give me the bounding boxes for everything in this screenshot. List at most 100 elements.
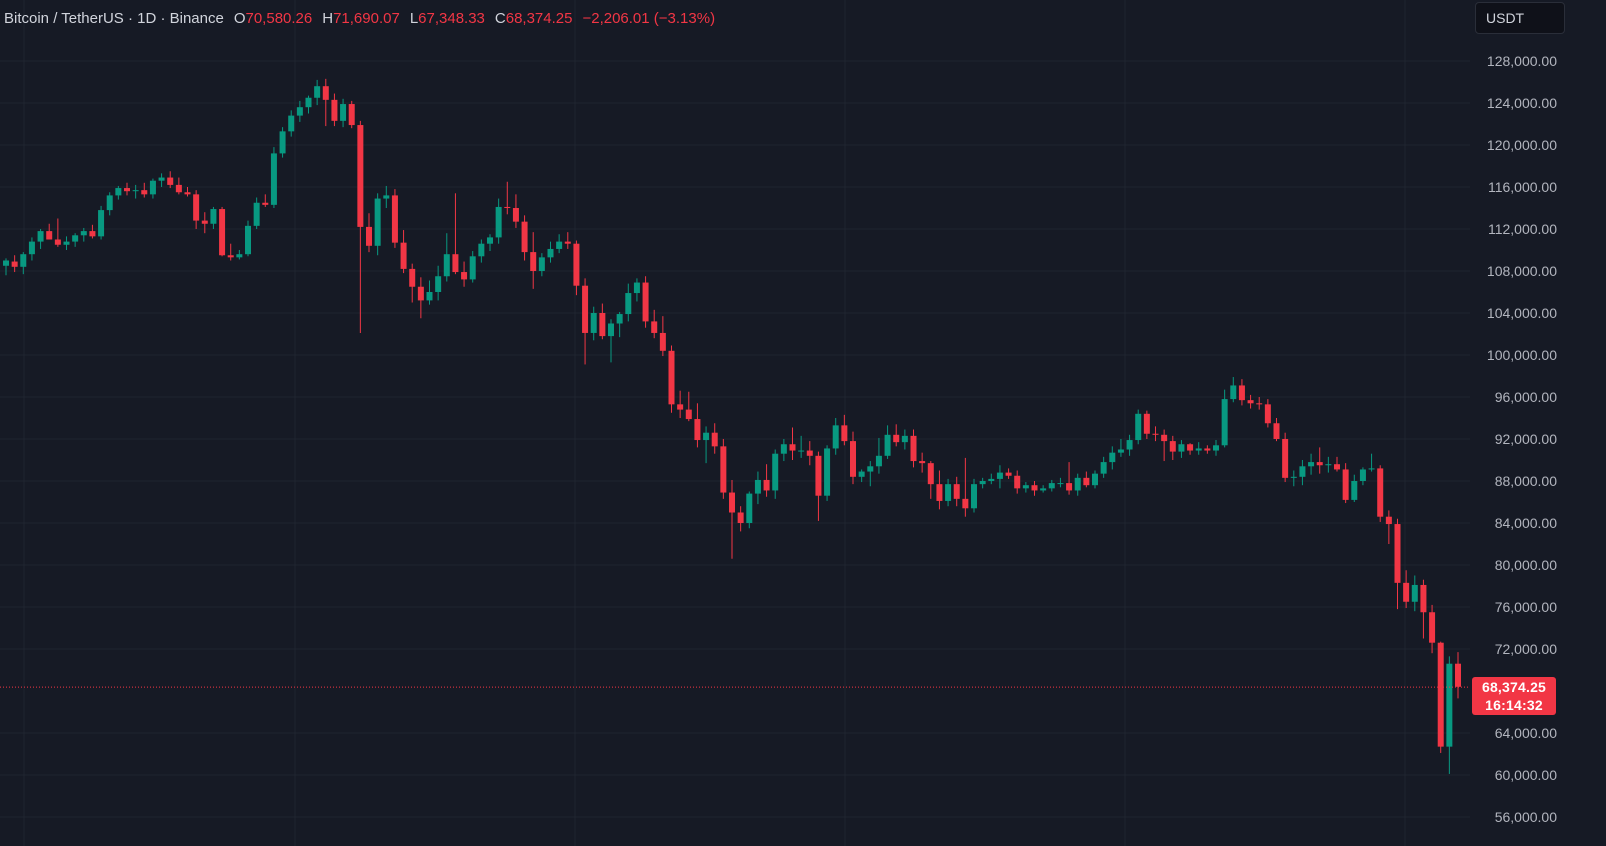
candle-body-down <box>737 512 744 523</box>
candle-body-down <box>927 463 934 485</box>
ohlc-legend: Bitcoin / TetherUS · 1D · Binance O 70,5… <box>4 8 715 28</box>
open-value: 70,580.26 <box>245 9 313 27</box>
candle-body-down <box>219 209 226 256</box>
candle-body-up <box>824 448 831 496</box>
candle-body-up <box>495 206 502 238</box>
candle-body-down <box>1429 612 1436 643</box>
candle-body-up <box>547 248 554 258</box>
candle-body-down <box>962 498 969 509</box>
high-value: 71,690.07 <box>333 9 400 27</box>
candle-body-up <box>1100 462 1107 474</box>
candle-body-down <box>141 190 148 195</box>
candle-body-down <box>1264 404 1271 424</box>
price-axis-tick-label: 92,000.00 <box>1495 431 1557 447</box>
candle-body-up <box>633 282 640 294</box>
candle-body-up <box>1221 399 1228 446</box>
candle-body-down <box>711 432 718 447</box>
price-axis-tick-label: 124,000.00 <box>1487 95 1557 111</box>
candle-body-up <box>270 153 277 205</box>
candle-body-down <box>193 194 200 221</box>
candle-body-down <box>175 184 182 193</box>
candle-body-down <box>1334 464 1340 470</box>
candle-body-up <box>314 86 321 98</box>
chart-plot-area[interactable]: 128,000.00 124,000.00 120,000.00 116,000.00… <box>0 0 1557 846</box>
price-axis-tick-label: 64,000.00 <box>1495 725 1557 741</box>
price-axis-tick-label: 60,000.00 <box>1495 767 1557 783</box>
candle-body-down <box>366 226 372 246</box>
candle-body-up <box>608 323 614 337</box>
price-axis-tick-label: 76,000.00 <box>1495 599 1557 615</box>
candle-body-up <box>772 453 779 491</box>
candle-body-down <box>331 99 338 121</box>
candle-body-up <box>383 195 390 199</box>
change-value: −2,206.01 (−3.13%) <box>582 9 716 27</box>
candle-body-up <box>1092 473 1098 486</box>
candle-body-up <box>1178 444 1185 452</box>
candle-body-up <box>754 479 761 494</box>
price-axis-tick-label: 116,000.00 <box>1488 179 1557 195</box>
candle-body-up <box>1117 449 1124 453</box>
currency-selector-button[interactable]: USDT <box>1475 2 1565 34</box>
candle-body-up <box>20 254 27 267</box>
candle-body-down <box>651 321 658 333</box>
low-key: L <box>409 9 419 27</box>
candle-body-up <box>901 435 908 443</box>
candle-body-up <box>210 209 217 224</box>
candle-body-up <box>487 237 493 244</box>
candle-body-up <box>1230 385 1237 400</box>
candle-body-down <box>841 425 848 442</box>
candle-body-up <box>3 260 9 266</box>
candle-body-down <box>850 441 856 477</box>
candle-body-up <box>1135 413 1142 441</box>
price-axis-tick-label: 108,000.00 <box>1487 263 1557 279</box>
candle-body-down <box>348 104 355 126</box>
candle-body-down <box>815 455 822 496</box>
candle-body-down <box>1066 483 1073 491</box>
last-price-value: 68,374.25 <box>1481 679 1547 696</box>
candle-body-up <box>72 235 79 242</box>
candle-body-up <box>988 478 995 481</box>
candle-body-up <box>63 241 70 245</box>
candle-body-down <box>322 86 329 100</box>
candle-body-down <box>461 272 468 280</box>
candle-body-down <box>409 268 416 287</box>
candle-body-down <box>1377 468 1384 517</box>
candle-body-up <box>703 432 710 441</box>
candle-body-down <box>685 409 692 420</box>
candle-body-down <box>729 492 735 513</box>
candle-body-up <box>996 472 1003 479</box>
candle-body-down <box>599 313 606 337</box>
candle-body-up <box>279 131 286 154</box>
candle-body-up <box>625 293 632 315</box>
candle-body-down <box>953 484 960 499</box>
candle-body-down <box>521 221 528 253</box>
symbol-label[interactable]: Bitcoin / TetherUS · 1D · Binance <box>4 9 224 27</box>
candle-body-up <box>832 425 839 449</box>
candle-body-up <box>798 450 805 452</box>
candle-body-up <box>478 243 485 257</box>
candle-body-up <box>1022 485 1029 489</box>
candle-body-down <box>1273 423 1280 439</box>
low-value: 67,348.33 <box>418 9 485 27</box>
candle-body-down <box>54 239 61 245</box>
candle-body-down <box>391 195 398 243</box>
candle-body-down <box>573 243 580 286</box>
last-price-label: 68,374.25 16:14:32 <box>1472 677 1556 716</box>
candle-body-down <box>184 192 191 195</box>
candle-body-up <box>149 180 156 195</box>
candle-body-down <box>201 220 208 224</box>
candle-body-down <box>806 450 813 456</box>
candle-body-up <box>426 292 433 301</box>
candle-body-down <box>1161 434 1168 442</box>
candle-body-down <box>919 461 926 464</box>
candle-body-up <box>1325 464 1332 466</box>
candle-body-down <box>1342 469 1349 500</box>
candle-body-up <box>875 455 882 467</box>
price-axis-tick-label: 120,000.00 <box>1487 137 1557 153</box>
price-axis-tick-label: 84,000.00 <box>1495 515 1557 531</box>
candle-body-up <box>884 434 891 456</box>
candle-body-down <box>893 434 900 443</box>
candle-body-up <box>28 241 35 255</box>
